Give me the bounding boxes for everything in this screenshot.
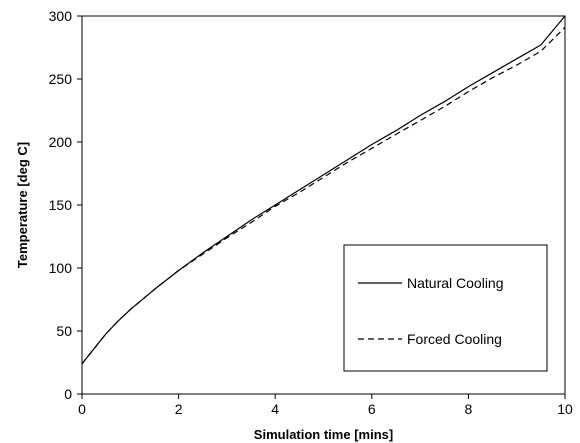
y-tick-label: 50 [56, 323, 72, 339]
x-tick-label: 10 [557, 401, 573, 417]
x-axis-title: Simulation time [mins] [254, 427, 393, 442]
x-tick-label: 0 [78, 401, 86, 417]
series-line-forced-cooling [81, 26, 566, 365]
y-tick-label: 150 [49, 197, 73, 213]
legend-label-natural-cooling: Natural Cooling [407, 275, 504, 291]
series-layer [81, 15, 566, 365]
y-axis-title: Temperature [deg C] [15, 142, 30, 268]
y-axis: 0 50 100 150 200 250 300 [49, 8, 82, 402]
y-tick-label: 200 [49, 134, 73, 150]
x-tick-label: 6 [368, 401, 376, 417]
y-tick-label: 250 [49, 71, 73, 87]
series-line-natural-cooling [81, 15, 566, 365]
legend: Natural Cooling Forced Cooling [343, 244, 548, 372]
y-tick-label: 300 [49, 8, 73, 24]
x-tick-label: 8 [465, 401, 473, 417]
legend-label-forced-cooling: Forced Cooling [407, 331, 502, 347]
y-tick-label: 100 [49, 260, 73, 276]
legend-box [343, 244, 548, 372]
x-tick-label: 2 [175, 401, 183, 417]
x-tick-label: 4 [271, 401, 279, 417]
x-axis: 0 2 4 6 8 10 [78, 394, 573, 417]
y-tick-label: 0 [64, 386, 72, 402]
